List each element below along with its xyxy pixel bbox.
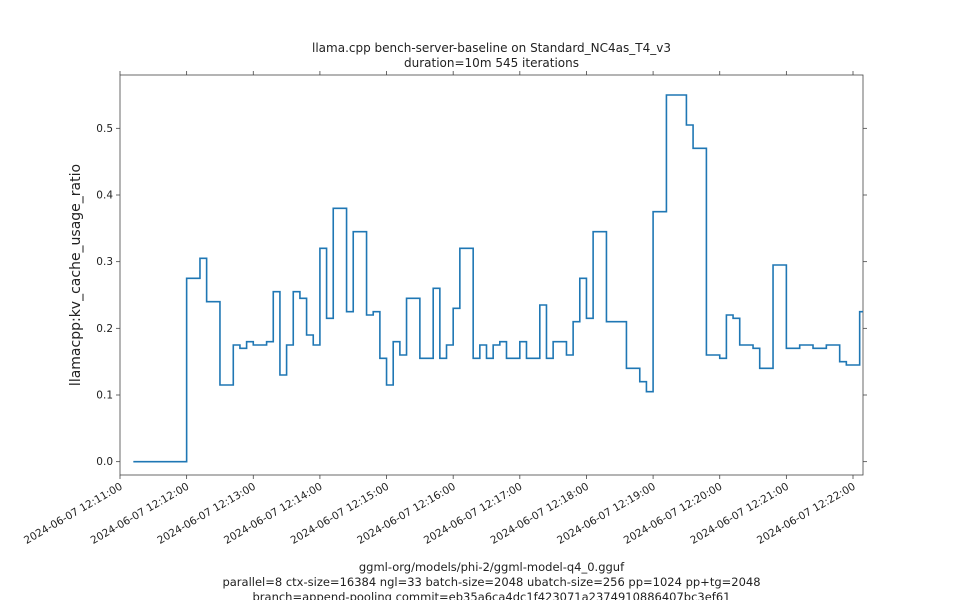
y-axis-label: llamacpp:kv_cache_usage_ratio — [68, 164, 84, 386]
y-tick-label: 0.3 — [96, 256, 113, 268]
chart-svg: 0.00.10.20.30.40.5 2024-06-07 12:11:0020… — [0, 0, 960, 600]
chart-container: 0.00.10.20.30.40.5 2024-06-07 12:11:0020… — [0, 0, 960, 600]
y-axis-ticks: 0.0 0.1 0.2 0.3 0.4 0.5 — [96, 123, 867, 468]
chart-footer-line1: ggml-org/models/phi-2/ggml-model-q4_0.gg… — [359, 560, 625, 574]
series-line — [133, 95, 863, 462]
y-tick-label: 0.1 — [96, 390, 113, 402]
chart-title-line1: llama.cpp bench-server-baseline on Stand… — [312, 41, 671, 55]
y-tick-label: 0.0 — [96, 456, 113, 468]
plot-border — [120, 75, 863, 475]
chart-footer-line3: branch=append-pooling commit=eb35a6ca4dc… — [253, 590, 731, 600]
chart-footer-line2: parallel=8 ctx-size=16384 ngl=33 batch-s… — [222, 575, 760, 589]
y-tick-label: 0.2 — [96, 323, 113, 335]
chart-title-line2: duration=10m 545 iterations — [404, 56, 579, 70]
y-tick-label: 0.5 — [96, 123, 113, 135]
y-tick-label: 0.4 — [96, 190, 113, 202]
